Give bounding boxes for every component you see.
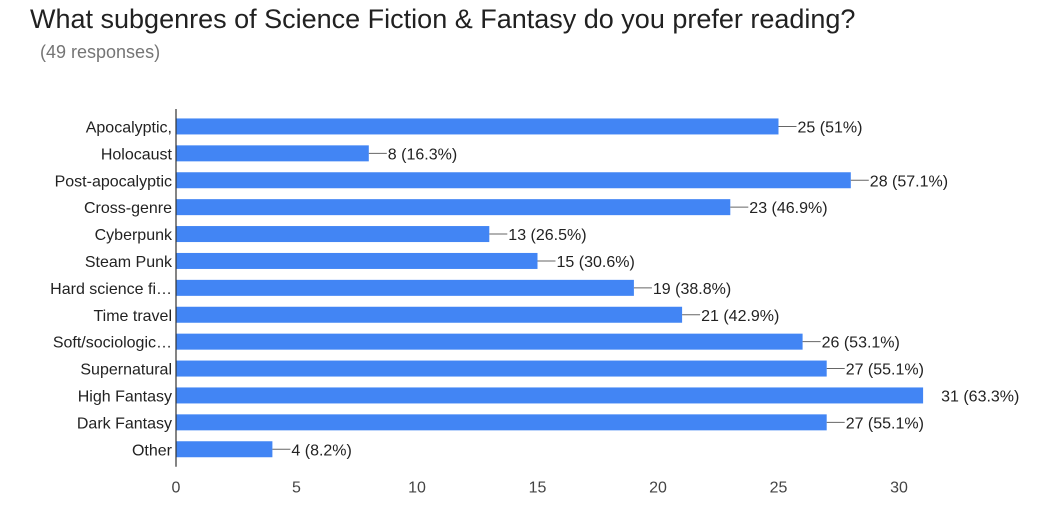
category-label: Time travel — [93, 308, 172, 325]
category-label: Apocalyptic, — [86, 119, 172, 136]
value-label: 31 (63.3%) — [941, 388, 1019, 405]
bar-0 — [176, 118, 779, 135]
x-tick-label: 5 — [292, 480, 301, 497]
bar-9 — [176, 360, 827, 377]
bar-8 — [176, 333, 803, 350]
value-label: 27 (55.1%) — [846, 362, 924, 379]
category-label: Dark Fantasy — [77, 415, 172, 432]
response-count: (49 responses) — [40, 42, 161, 62]
category-label: Hard science fi… — [50, 281, 172, 298]
bar-6 — [176, 279, 634, 296]
x-tick-label: 10 — [408, 480, 426, 497]
category-label: Steam Punk — [85, 254, 173, 271]
x-tick-label: 0 — [172, 480, 181, 497]
bar-7 — [176, 306, 683, 323]
x-tick-label: 15 — [529, 480, 547, 497]
x-tick-label: 25 — [770, 480, 788, 497]
x-tick-label: 30 — [890, 480, 908, 497]
value-label: 23 (46.9%) — [749, 200, 827, 217]
x-tick-label: 20 — [649, 480, 667, 497]
value-label: 26 (53.1%) — [822, 335, 900, 352]
value-label: 4 (8.2%) — [291, 442, 351, 459]
category-label: Supernatural — [80, 362, 172, 379]
category-label: Cyberpunk — [95, 227, 173, 244]
bar-1 — [176, 145, 369, 162]
category-label: Post-apocalyptic — [55, 173, 172, 190]
bar-4 — [176, 226, 490, 243]
value-label: 28 (57.1%) — [870, 173, 948, 190]
category-label: High Fantasy — [78, 388, 172, 405]
category-label: Soft/sociologic… — [53, 335, 172, 352]
bar-3 — [176, 199, 731, 216]
value-label: 27 (55.1%) — [846, 415, 924, 432]
chart-title: What subgenres of Science Fiction & Fant… — [30, 4, 856, 34]
value-label: 25 (51%) — [798, 119, 863, 136]
value-label: 19 (38.8%) — [653, 281, 731, 298]
bar-11 — [176, 414, 827, 431]
value-label: 13 (26.5%) — [508, 227, 586, 244]
bar-12 — [176, 441, 273, 458]
bar-10 — [176, 387, 924, 404]
value-label: 15 (30.6%) — [557, 254, 635, 271]
category-label: Other — [132, 442, 173, 459]
category-label: Cross-genre — [84, 200, 172, 217]
value-label: 21 (42.9%) — [701, 308, 779, 325]
bar-2 — [176, 172, 851, 189]
value-label: 8 (16.3%) — [388, 146, 457, 163]
bar-5 — [176, 252, 538, 269]
category-label: Holocaust — [101, 146, 173, 163]
